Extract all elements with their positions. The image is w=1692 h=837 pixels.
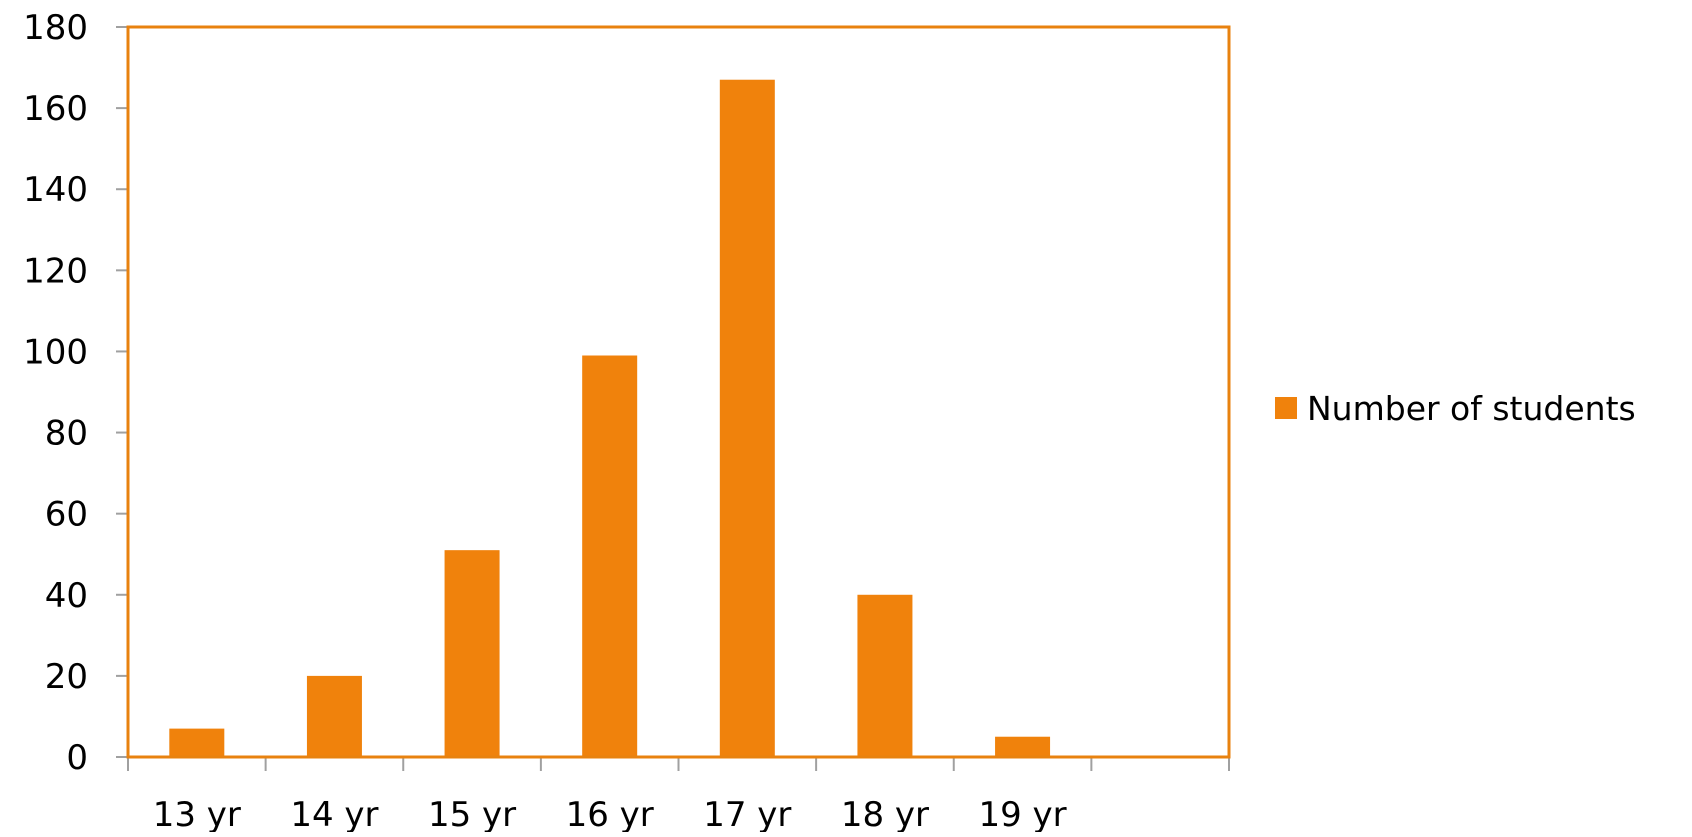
y-tick-label: 80	[45, 414, 88, 454]
x-tick-label: 17 yr	[703, 795, 791, 832]
x-tick-label: 19 yr	[978, 795, 1066, 832]
y-tick-label: 160	[23, 89, 88, 129]
x-tick-label: 13 yr	[153, 795, 241, 832]
bar-18-yr	[857, 594, 913, 757]
x-tick-label: 18 yr	[841, 795, 929, 832]
bar-13-yr	[169, 728, 225, 757]
y-tick-label: 120	[23, 251, 88, 291]
bar-17-yr	[719, 79, 775, 757]
x-axis: 13 yr 14 yr 15 yr 16 yr 17 yr 18 yr 19 yr	[127, 757, 1230, 835]
bar-14-yr	[306, 675, 362, 757]
bar-15-yr	[444, 550, 500, 757]
legend-label: Number of students	[1307, 389, 1636, 428]
x-tick-label: 15 yr	[428, 795, 516, 832]
y-tick-label: 0	[66, 738, 88, 778]
y-tick-label: 140	[23, 170, 88, 210]
bars	[169, 79, 1051, 757]
legend-swatch	[1275, 397, 1297, 419]
y-tick-label: 20	[45, 657, 88, 697]
plot-frame	[126, 25, 1231, 759]
y-axis: 0 20 40 60 80 100 120 140 160 180	[23, 8, 129, 778]
y-tick-label: 180	[23, 8, 88, 48]
y-tick-label: 40	[45, 576, 88, 616]
y-tick-label: 100	[23, 332, 88, 372]
y-tick-label: 60	[45, 495, 88, 535]
bar-16-yr	[582, 355, 638, 757]
bar-19-yr	[995, 736, 1051, 757]
x-tick-label: 14 yr	[290, 795, 378, 832]
x-tick-label: 16 yr	[566, 795, 654, 832]
legend: Number of students	[1275, 389, 1636, 428]
